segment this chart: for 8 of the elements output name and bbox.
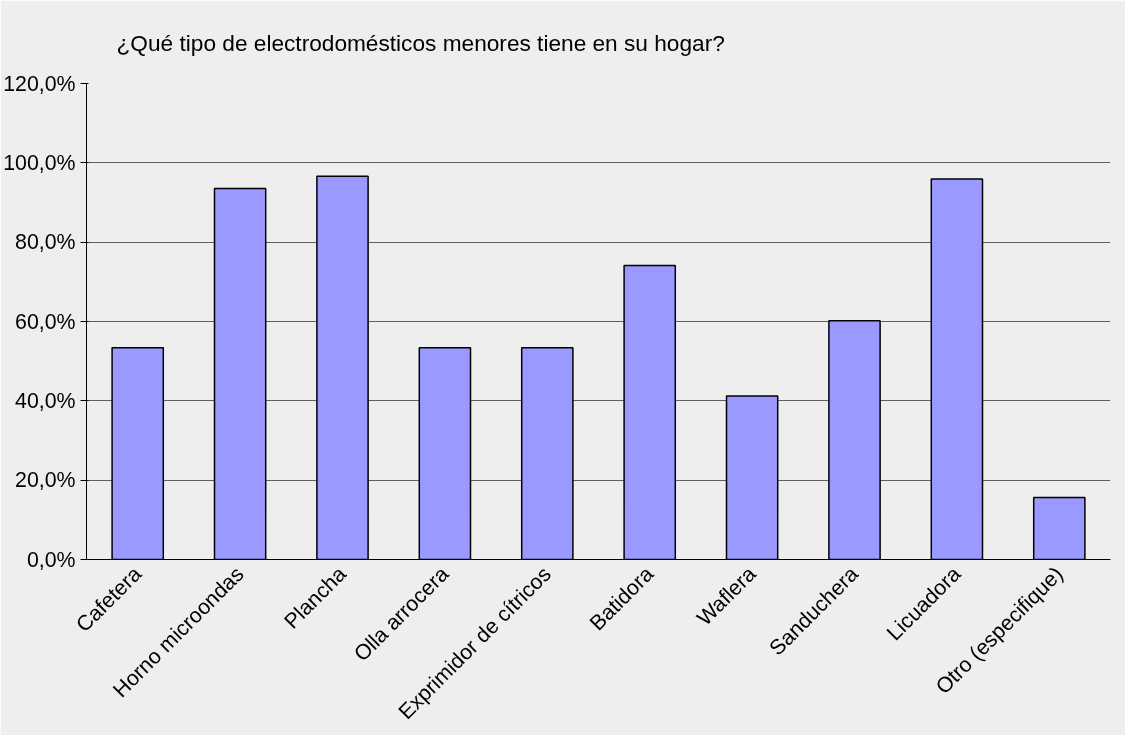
y-tick-label: 20,0%	[15, 468, 76, 493]
chart-title: ¿Qué tipo de electrodomésticos menores tiene en su hogar?	[116, 30, 725, 56]
y-tick-label: 100,0%	[3, 150, 76, 175]
y-tick-label: 60,0%	[15, 309, 76, 334]
y-tick-label: 0,0%	[26, 547, 76, 572]
y-tick-label: 40,0%	[15, 388, 76, 413]
y-tick-label: 80,0%	[15, 230, 76, 255]
y-tick-label: 120,0%	[3, 71, 76, 96]
